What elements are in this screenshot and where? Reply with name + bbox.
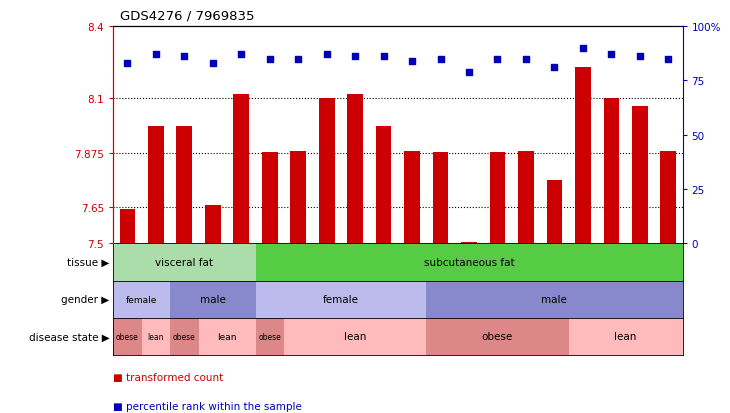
- Point: [207, 60, 219, 67]
- Bar: [291, 152, 306, 244]
- Bar: [262, 153, 277, 244]
- Bar: [632, 106, 648, 244]
- Bar: [177, 126, 192, 244]
- Text: subcutaneous fat: subcutaneous fat: [423, 257, 515, 267]
- Text: GDS4276 / 7969835: GDS4276 / 7969835: [120, 10, 255, 23]
- Text: visceral fat: visceral fat: [155, 257, 213, 267]
- Point: [406, 58, 418, 65]
- Point: [264, 56, 276, 63]
- Text: female: female: [323, 294, 359, 304]
- Point: [520, 56, 532, 63]
- Point: [321, 52, 333, 58]
- Point: [178, 54, 190, 60]
- Text: male: male: [542, 294, 567, 304]
- Text: lean: lean: [344, 332, 366, 342]
- Text: disease state ▶: disease state ▶: [28, 332, 109, 342]
- Point: [150, 52, 162, 58]
- Point: [663, 56, 675, 63]
- Bar: [661, 152, 676, 244]
- Text: lean: lean: [218, 332, 237, 341]
- Bar: [404, 152, 420, 244]
- Bar: [575, 68, 591, 244]
- Bar: [518, 152, 534, 244]
- Point: [121, 60, 134, 67]
- Point: [464, 69, 475, 76]
- Text: obese: obese: [173, 332, 196, 341]
- Bar: [120, 209, 135, 244]
- Text: obese: obese: [258, 332, 281, 341]
- Bar: [234, 94, 249, 244]
- Text: lean: lean: [615, 332, 637, 342]
- Bar: [319, 99, 334, 244]
- Point: [634, 54, 646, 60]
- Point: [236, 52, 247, 58]
- Bar: [490, 153, 505, 244]
- Bar: [347, 94, 363, 244]
- Bar: [547, 181, 562, 244]
- Point: [378, 54, 390, 60]
- Point: [549, 65, 561, 71]
- Text: gender ▶: gender ▶: [61, 294, 110, 304]
- Bar: [205, 205, 220, 244]
- Bar: [604, 99, 619, 244]
- Text: lean: lean: [147, 332, 164, 341]
- Text: obese: obese: [482, 332, 513, 342]
- Text: female: female: [126, 295, 157, 304]
- Text: obese: obese: [116, 332, 139, 341]
- Point: [435, 56, 447, 63]
- Bar: [461, 243, 477, 244]
- Text: male: male: [200, 294, 226, 304]
- Point: [606, 52, 618, 58]
- Bar: [148, 127, 164, 244]
- Text: ■ percentile rank within the sample: ■ percentile rank within the sample: [113, 401, 302, 411]
- Bar: [376, 126, 391, 244]
- Point: [492, 56, 504, 63]
- Bar: [433, 153, 448, 244]
- Point: [577, 45, 589, 52]
- Point: [293, 56, 304, 63]
- Text: tissue ▶: tissue ▶: [67, 257, 110, 267]
- Text: ■ transformed count: ■ transformed count: [113, 372, 223, 382]
- Point: [350, 54, 361, 60]
